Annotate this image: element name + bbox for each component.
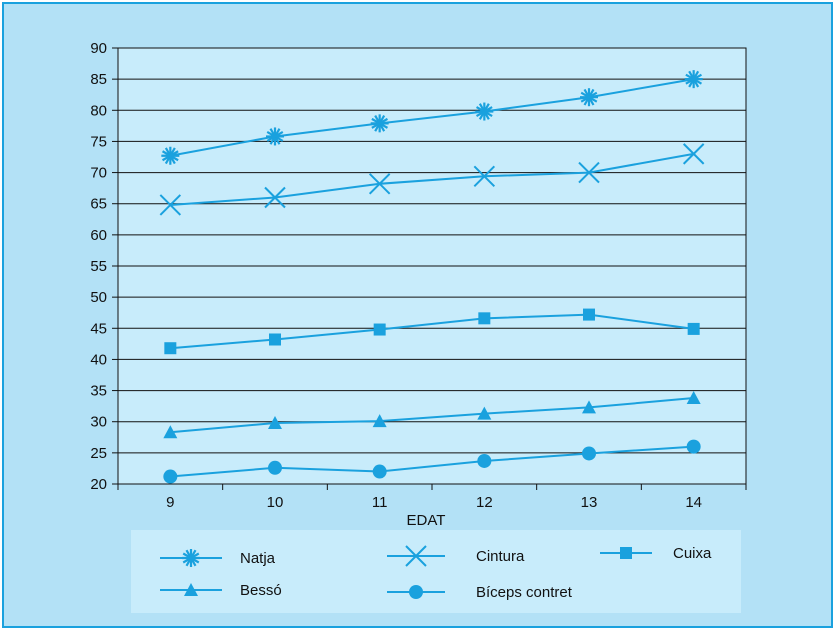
y-tick-label: 55	[90, 258, 107, 275]
legend-entry: Bíceps contret	[387, 584, 573, 601]
data-point-marker	[268, 460, 282, 475]
data-point-marker	[266, 127, 284, 146]
data-point-marker	[161, 146, 180, 165]
data-point-marker	[163, 469, 178, 484]
y-tick-label: 50	[90, 289, 107, 306]
legend-entry: Bessó	[160, 582, 282, 599]
data-point-marker	[682, 143, 705, 165]
data-point-marker	[686, 439, 701, 454]
data-point-marker	[268, 415, 282, 429]
y-tick-label: 80	[90, 102, 107, 119]
data-point-marker	[582, 400, 596, 414]
series	[159, 70, 705, 484]
legend-marker	[409, 585, 423, 599]
series-line	[170, 397, 694, 434]
data-point-marker	[164, 342, 177, 355]
data-point-marker	[578, 161, 600, 184]
data-point-marker	[687, 322, 700, 335]
legend-label: Bessó	[240, 582, 282, 599]
y-tick-label: 85	[90, 71, 107, 88]
y-tick-label: 25	[90, 445, 107, 462]
grid-lines	[112, 47, 746, 485]
data-point-marker	[159, 194, 182, 216]
data-point-marker	[373, 323, 386, 336]
x-tick-label: 13	[581, 494, 598, 511]
legend-marker	[405, 545, 427, 567]
series-line	[170, 445, 694, 478]
x-tick-label: 12	[476, 494, 493, 511]
y-tick-label: 65	[90, 196, 107, 213]
x-tick-label: 11	[372, 494, 388, 511]
series-0	[161, 70, 703, 165]
legend	[131, 530, 741, 613]
data-point-marker	[368, 173, 391, 195]
x-tick-label: 9	[166, 494, 174, 511]
legend-label: Cintura	[476, 548, 525, 565]
data-point-marker	[473, 165, 496, 188]
axes	[117, 48, 747, 490]
series-line	[170, 313, 694, 350]
legend-entries: Natja Cintura Cuixa Bessó Bíceps contret	[160, 545, 712, 601]
y-tick-label: 45	[90, 320, 107, 337]
legend-marker	[620, 547, 632, 559]
x-tick-labels: 9 10 11 12 13 14	[166, 494, 702, 511]
y-tick-label: 70	[90, 165, 107, 182]
legend-entry: Cuixa	[600, 545, 712, 562]
data-point-marker	[684, 70, 703, 89]
data-point-marker	[269, 333, 281, 346]
data-point-marker	[686, 391, 701, 405]
series-1	[159, 143, 705, 216]
series-4	[163, 439, 701, 484]
data-point-marker	[583, 308, 595, 321]
x-tick-label: 10	[267, 494, 284, 511]
data-point-marker	[580, 88, 598, 107]
data-point-marker	[582, 446, 596, 461]
legend-label: Natja	[240, 550, 276, 567]
data-point-marker	[475, 102, 494, 121]
data-point-marker	[478, 312, 491, 325]
data-point-marker	[370, 114, 389, 133]
x-axis-label: EDAT	[407, 512, 446, 529]
y-tick-label: 30	[90, 414, 107, 431]
data-point-marker	[264, 186, 286, 209]
y-tick-label: 90	[90, 40, 107, 57]
legend-marker	[182, 549, 200, 567]
y-tick-label: 35	[90, 383, 107, 400]
series-3	[163, 391, 701, 439]
legend-label: Bíceps contret	[476, 584, 573, 601]
legend-label: Cuixa	[673, 545, 712, 562]
legend-marker	[184, 583, 198, 596]
y-tick-labels: 20 25 30 35 40 45 50 55 60 65 70 75 80 85 90	[90, 40, 107, 493]
data-point-marker	[163, 425, 178, 439]
y-tick-label: 60	[90, 227, 107, 244]
y-tick-label: 20	[90, 476, 107, 493]
series-line	[170, 78, 694, 157]
data-point-marker	[477, 453, 492, 468]
legend-entry: Cintura	[387, 545, 525, 567]
series-line	[170, 152, 694, 206]
data-point-marker	[477, 406, 492, 420]
y-tick-label: 40	[90, 351, 107, 368]
series-2	[164, 308, 700, 355]
data-point-marker	[372, 414, 387, 428]
x-tick-label: 14	[685, 494, 702, 511]
legend-entry: Natja	[160, 549, 276, 567]
data-point-marker	[372, 464, 387, 479]
y-tick-label: 75	[90, 133, 107, 150]
